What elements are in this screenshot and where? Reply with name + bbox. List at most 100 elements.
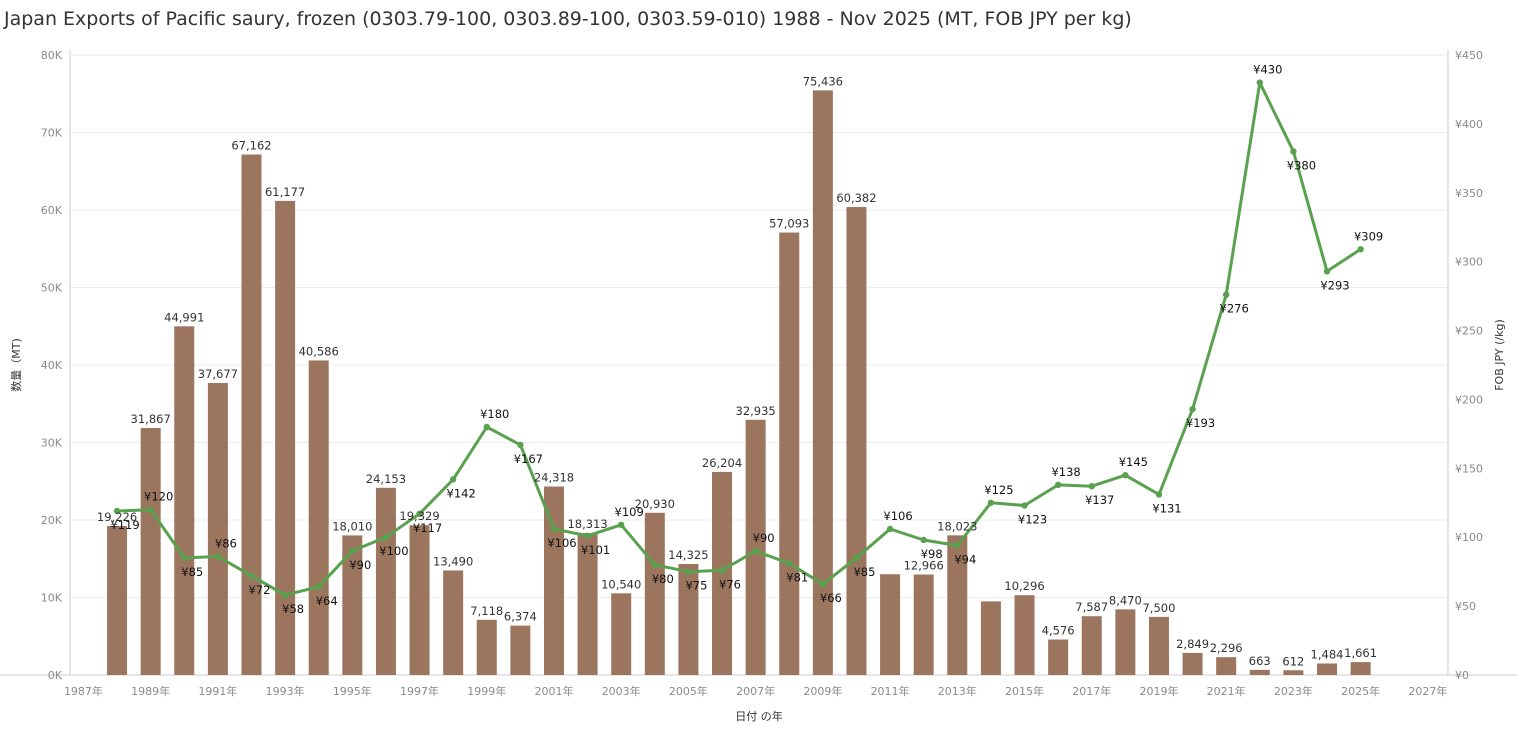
price-point	[786, 560, 793, 567]
bar	[1216, 657, 1237, 675]
bar-value-label: 7,587	[1075, 600, 1108, 614]
price-point	[1021, 502, 1028, 509]
bar	[611, 593, 632, 675]
y-tick-label: 20K	[41, 514, 63, 527]
bar-value-label: 663	[1249, 654, 1271, 668]
bar	[947, 535, 968, 675]
x-tick-label: 2017年	[1072, 684, 1111, 698]
bar-value-label: 2,849	[1176, 637, 1209, 651]
x-tick-label: 2025年	[1341, 684, 1380, 698]
y-tick-label: 70K	[41, 127, 63, 140]
y2-tick-label: ¥450	[1455, 49, 1483, 62]
y2-tick-label: ¥200	[1455, 393, 1483, 406]
price-point	[1323, 268, 1331, 275]
price-point	[1256, 79, 1263, 86]
bar-value-label: 20,930	[635, 497, 675, 511]
price-point	[1222, 291, 1230, 298]
bar	[678, 563, 699, 675]
bar	[476, 619, 497, 675]
y2-tick-label: ¥50	[1455, 600, 1476, 613]
bar	[1249, 669, 1270, 675]
bar-value-label: 18,313	[567, 517, 607, 531]
price-value-label: ¥72	[249, 583, 271, 597]
bar-value-label: 60,382	[836, 191, 876, 205]
x-tick-label: 2023年	[1274, 684, 1313, 698]
bar	[913, 574, 934, 675]
price-point	[886, 525, 894, 533]
price-value-label: ¥430	[1253, 63, 1282, 77]
price-line	[117, 81, 1362, 597]
y-tick-label: 60K	[41, 204, 63, 217]
bar	[241, 154, 262, 675]
bar	[1350, 662, 1371, 675]
bar	[1115, 609, 1136, 675]
y2-tick-label: ¥400	[1455, 118, 1483, 131]
bar-value-label: 75,436	[803, 74, 843, 88]
bar	[510, 625, 531, 675]
price-point	[315, 583, 322, 591]
price-value-label: ¥106	[883, 509, 912, 523]
price-value-label: ¥58	[282, 602, 304, 616]
bar-value-label: 14,325	[668, 548, 708, 562]
price-value-label: ¥106	[547, 536, 576, 550]
price-point	[248, 572, 255, 579]
x-tick-label: 2013年	[938, 684, 977, 698]
bar-value-label: 8,470	[1109, 593, 1142, 607]
bar-value-label: 10,296	[1004, 579, 1044, 593]
price-point	[853, 554, 860, 562]
price-value-label: ¥85	[181, 565, 203, 579]
bar	[1182, 652, 1203, 675]
price-value-label: ¥167	[514, 452, 543, 466]
bar-value-label: 10,540	[601, 577, 641, 591]
bar-value-label: 24,153	[366, 472, 406, 486]
price-point	[651, 561, 659, 568]
price-point	[954, 542, 961, 549]
price-value-label: ¥276	[1220, 302, 1249, 316]
price-point	[214, 553, 222, 560]
bar	[207, 383, 228, 675]
x-tick-label: 2015年	[1005, 684, 1044, 698]
price-value-label: ¥98	[921, 547, 943, 561]
x-tick-label: 1987年	[64, 684, 103, 698]
y-tick-label: 40K	[41, 359, 63, 372]
price-point	[1054, 481, 1062, 489]
price-value-label: ¥138	[1051, 465, 1080, 479]
price-value-label: ¥80	[652, 572, 674, 586]
x-tick-label: 2021年	[1207, 684, 1246, 698]
price-value-label: ¥120	[144, 490, 173, 504]
bar	[174, 326, 195, 675]
price-value-label: ¥193	[1186, 416, 1215, 430]
bar-value-label: 612	[1282, 654, 1304, 668]
bar	[880, 574, 901, 675]
price-value-label: ¥86	[215, 537, 237, 551]
price-point	[281, 591, 289, 599]
bar-value-label: 19,329	[399, 509, 439, 523]
bar-value-label: 7,500	[1142, 601, 1175, 615]
x-tick-label: 1999年	[467, 684, 506, 698]
price-point	[685, 568, 692, 575]
price-point	[416, 510, 423, 517]
bar	[1014, 595, 1035, 675]
bar-value-label: 7,118	[470, 604, 503, 618]
bar	[745, 419, 766, 675]
price-value-label: ¥137	[1085, 493, 1114, 507]
price-point	[987, 499, 995, 506]
y-tick-label: 0K	[48, 669, 63, 682]
bar	[779, 232, 800, 676]
x-tick-label: 1989年	[131, 684, 170, 698]
y-tick-label: 50K	[41, 282, 63, 295]
bar	[1148, 616, 1169, 675]
price-value-label: ¥90	[753, 531, 775, 545]
price-point	[718, 567, 726, 574]
price-value-label: ¥293	[1320, 278, 1349, 292]
bar-series	[107, 90, 1371, 676]
bar-value-label: 67,162	[231, 138, 271, 152]
bar-value-label: 18,010	[332, 519, 372, 533]
bar-value-label: 6,374	[504, 610, 537, 624]
bar-value-label: 32,935	[736, 404, 776, 418]
price-value-label: ¥145	[1119, 455, 1148, 469]
bar	[812, 90, 833, 676]
bar-value-label: 37,677	[198, 367, 238, 381]
price-value-label: ¥94	[954, 552, 976, 566]
price-value-label: ¥109	[615, 505, 644, 519]
